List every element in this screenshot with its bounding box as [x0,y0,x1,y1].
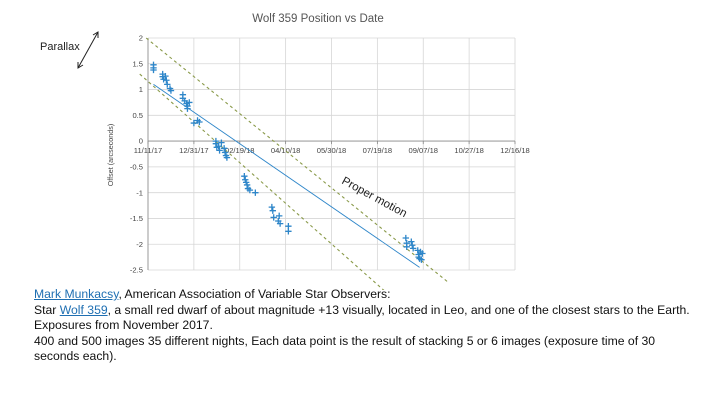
data-point [402,234,410,242]
y-tick-label: -0.5 [130,162,143,171]
data-point [246,186,254,194]
data-point [409,245,417,252]
y-tick-label: -2.5 [130,266,143,275]
observer-link[interactable]: Mark Munkacsy [34,287,119,301]
caption: Mark Munkacsy, American Association of V… [34,287,694,365]
data-points [150,61,426,263]
data-point [167,87,175,94]
position-chart: 21.510.50-0.5-1-1.5-2-2.511/11/17 12/31/1… [40,13,530,290]
data-point [216,147,223,154]
parallax-label: Parallax [40,41,80,53]
x-tick-label: 12/16/18 [500,146,530,155]
star-link[interactable]: Wolf 359 [59,302,108,317]
caption-star-description: , a small red dwarf of about magnitude +… [107,302,690,317]
y-tick-label: -2 [136,240,143,249]
caption-line-2: Star Wolf 359, a small red dwarf of abou… [34,303,694,319]
caption-line-4: 400 and 500 images 35 different nights, … [34,333,656,364]
data-point [276,212,283,220]
x-tick-label: 05/30/18 [317,146,347,155]
data-point [268,203,276,211]
data-point [223,154,231,161]
data-point [164,81,171,88]
data-point [403,243,410,250]
parallax-envelope-line [139,73,385,290]
data-point [409,242,416,249]
chart-title: Wolf 359 Position vs Date [252,13,383,25]
x-tick-label: 10/27/18 [454,146,484,155]
data-point [220,145,228,152]
axes: 21.510.50-0.5-1-1.5-2-2.511/11/17 12/31/1… [130,34,530,275]
data-point [269,207,276,214]
y-tick-label: 0 [139,137,143,146]
x-tick-label: 02/19/18 [225,146,255,155]
data-point [270,214,277,221]
x-tick-label: 09/07/18 [408,146,438,155]
x-tick-label: 07/19/18 [363,146,393,155]
x-tick-label: 12/31/17 [179,146,209,155]
y-tick-label: 0.5 [132,111,143,120]
data-point [243,181,251,189]
data-point [418,256,425,263]
parallax-envelope-line [145,37,450,284]
y-tick-label: 1.5 [132,59,143,68]
caption-line-1: Mark Munkacsy, American Association of V… [34,287,694,303]
data-point [163,77,170,84]
caption-star-prefix: Star [34,302,60,317]
y-tick-label: 2 [139,34,143,43]
x-tick-label: 04/10/18 [271,146,301,155]
caption-line-3: Exposures from November 2017. [34,318,213,333]
parallax-arrow-icon [77,31,99,69]
data-point [252,189,259,196]
data-point [218,139,225,146]
data-point [196,118,203,126]
data-point [190,119,198,127]
y-tick-label: -1.5 [130,214,143,223]
data-point [215,143,222,150]
proper-motion-trend-line [153,84,420,268]
trend-lines [139,37,450,290]
data-point [221,149,229,156]
y-tick-label: 1 [139,85,143,94]
data-point [162,72,169,80]
y-axis-label: Offset (arcseconds) [106,124,115,187]
data-point [276,220,284,227]
data-point [186,99,193,106]
caption-affiliation: , American Association of Variable Star … [118,287,391,301]
data-point [419,250,426,257]
data-point [408,238,415,245]
data-point [241,172,248,180]
y-tick-label: -1 [136,188,143,197]
data-point [285,228,292,235]
data-point [150,66,157,74]
data-point [184,105,191,112]
proper-motion-label: Proper motion [340,175,409,220]
